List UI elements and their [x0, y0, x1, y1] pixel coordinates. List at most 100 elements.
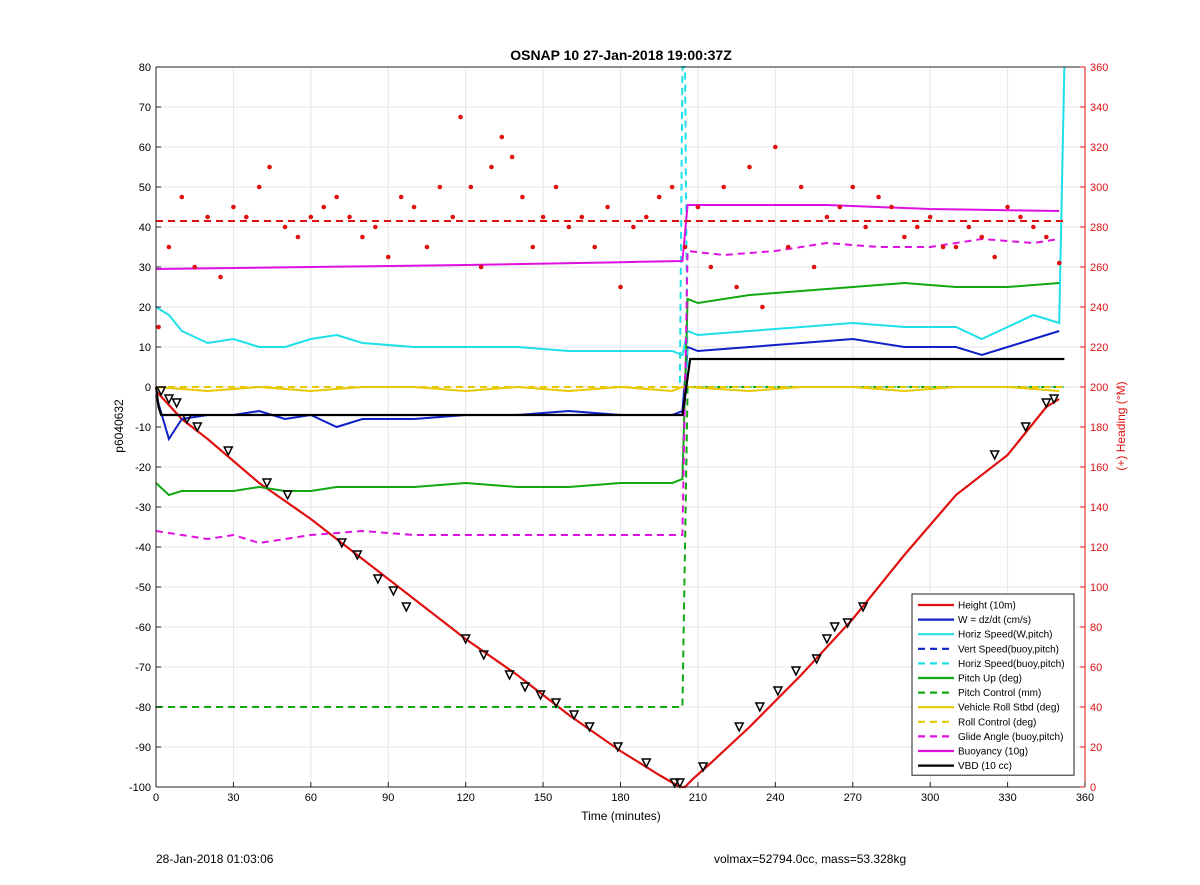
data-point [605, 204, 610, 210]
y-tick-label-left: 70 [139, 102, 151, 114]
y-axis-label-left: p6040632 [112, 399, 126, 453]
series-layer [154, 66, 1066, 789]
data-point [550, 698, 562, 709]
data-point [282, 490, 293, 501]
data-point [773, 144, 778, 150]
data-point [530, 244, 536, 250]
data-point [171, 398, 182, 409]
series-pitch-up-deg [155, 281, 1060, 497]
chart-title: OSNAP 10 27-Jan-2018 19:00:37Z [510, 47, 732, 63]
data-point [509, 154, 515, 160]
data-point [669, 184, 675, 190]
footer-vol-mass: volmax=52794.0cc, mass=53.328kg [714, 852, 907, 866]
data-point [347, 214, 352, 220]
x-tick-label: 180 [611, 792, 629, 804]
data-point [1041, 398, 1052, 409]
data-point [218, 274, 223, 280]
y-tick-label-right: 140 [1090, 502, 1108, 514]
data-point [192, 422, 203, 433]
data-point [989, 450, 1000, 461]
data-point [754, 702, 766, 713]
data-point [889, 204, 894, 210]
data-point [295, 234, 301, 240]
data-point [458, 114, 463, 120]
data-point [179, 194, 185, 200]
y-tick-label-left: -50 [135, 582, 151, 594]
y-tick-label-left: 30 [139, 262, 151, 274]
y-tick-label-right: 320 [1090, 142, 1108, 154]
y-tick-label-right: 260 [1090, 262, 1108, 274]
y-tick-label-left: 0 [145, 382, 151, 394]
x-tick-label: 210 [689, 792, 707, 804]
legend-label: Pitch Control (mm) [958, 688, 1041, 699]
data-point [437, 184, 443, 190]
series-buoyancy-10g [155, 204, 1060, 270]
data-point [321, 204, 327, 210]
y-tick-label-right: 40 [1090, 702, 1102, 714]
data-point [401, 602, 412, 613]
data-point [760, 304, 765, 310]
x-tick-label: 150 [534, 792, 552, 804]
y-tick-label-right: 20 [1090, 742, 1102, 754]
legend-label: Horiz Speed(buoy,pitch) [958, 659, 1065, 670]
y-tick-label-right: 220 [1090, 342, 1108, 354]
data-point [411, 204, 417, 210]
data-point [584, 722, 595, 733]
footer-timestamp: 28-Jan-2018 01:03:06 [156, 852, 274, 866]
data-point [721, 184, 727, 190]
legend-box [911, 593, 1075, 776]
y-tick-label-left: -30 [135, 502, 151, 514]
x-tick-label: 120 [456, 792, 474, 804]
data-point [205, 214, 210, 220]
y-tick-label-left: -20 [135, 462, 151, 474]
data-line [156, 386, 1065, 708]
data-point [336, 538, 348, 549]
data-point [398, 194, 404, 200]
data-line [155, 66, 1066, 357]
data-point [914, 224, 920, 230]
y-tick-label-right: 60 [1090, 662, 1102, 674]
data-line [155, 385, 1060, 393]
x-tick-label: 30 [227, 792, 239, 804]
data-point [798, 184, 804, 190]
data-point [388, 586, 399, 597]
legend-label: Horiz Speed(W,pitch) [958, 630, 1052, 641]
data-point [1020, 422, 1031, 433]
data-point [282, 224, 288, 230]
y-axis-label-right: (+) Heading (°M) [1114, 381, 1128, 470]
data-point [902, 234, 907, 240]
data-point [1043, 234, 1049, 240]
x-tick-label: 0 [153, 792, 159, 804]
data-point [821, 634, 833, 645]
data-point [478, 650, 489, 661]
series-glide-angle-buoy-pitch [155, 237, 1060, 545]
y-tick-label-right: 240 [1090, 302, 1108, 314]
x-tick-label: 240 [766, 792, 784, 804]
data-point [540, 214, 546, 220]
x-tick-label: 330 [998, 792, 1016, 804]
data-point [520, 194, 525, 200]
data-point [468, 184, 474, 190]
y-tick-label-right: 340 [1090, 102, 1108, 114]
data-point [631, 224, 636, 230]
data-point [352, 550, 363, 561]
y-tick-label-right: 200 [1090, 382, 1108, 394]
data-point [373, 224, 378, 230]
data-line [155, 390, 1060, 789]
data-point [519, 682, 531, 693]
series-horiz-speed-w-pitch [155, 66, 1066, 357]
data-point [460, 634, 471, 645]
data-point [695, 204, 701, 210]
data-point [785, 244, 791, 250]
data-point [734, 284, 739, 290]
data-point [708, 264, 714, 270]
data-point [553, 184, 559, 190]
data-point [223, 446, 234, 457]
data-point [656, 194, 662, 200]
y-tick-label-right: 0 [1090, 782, 1096, 794]
data-point [790, 666, 802, 677]
y-tick-label-left: -90 [135, 742, 151, 754]
data-line [155, 281, 1060, 497]
legend-label: Pitch Up (deg) [958, 674, 1022, 685]
data-point [850, 184, 856, 190]
